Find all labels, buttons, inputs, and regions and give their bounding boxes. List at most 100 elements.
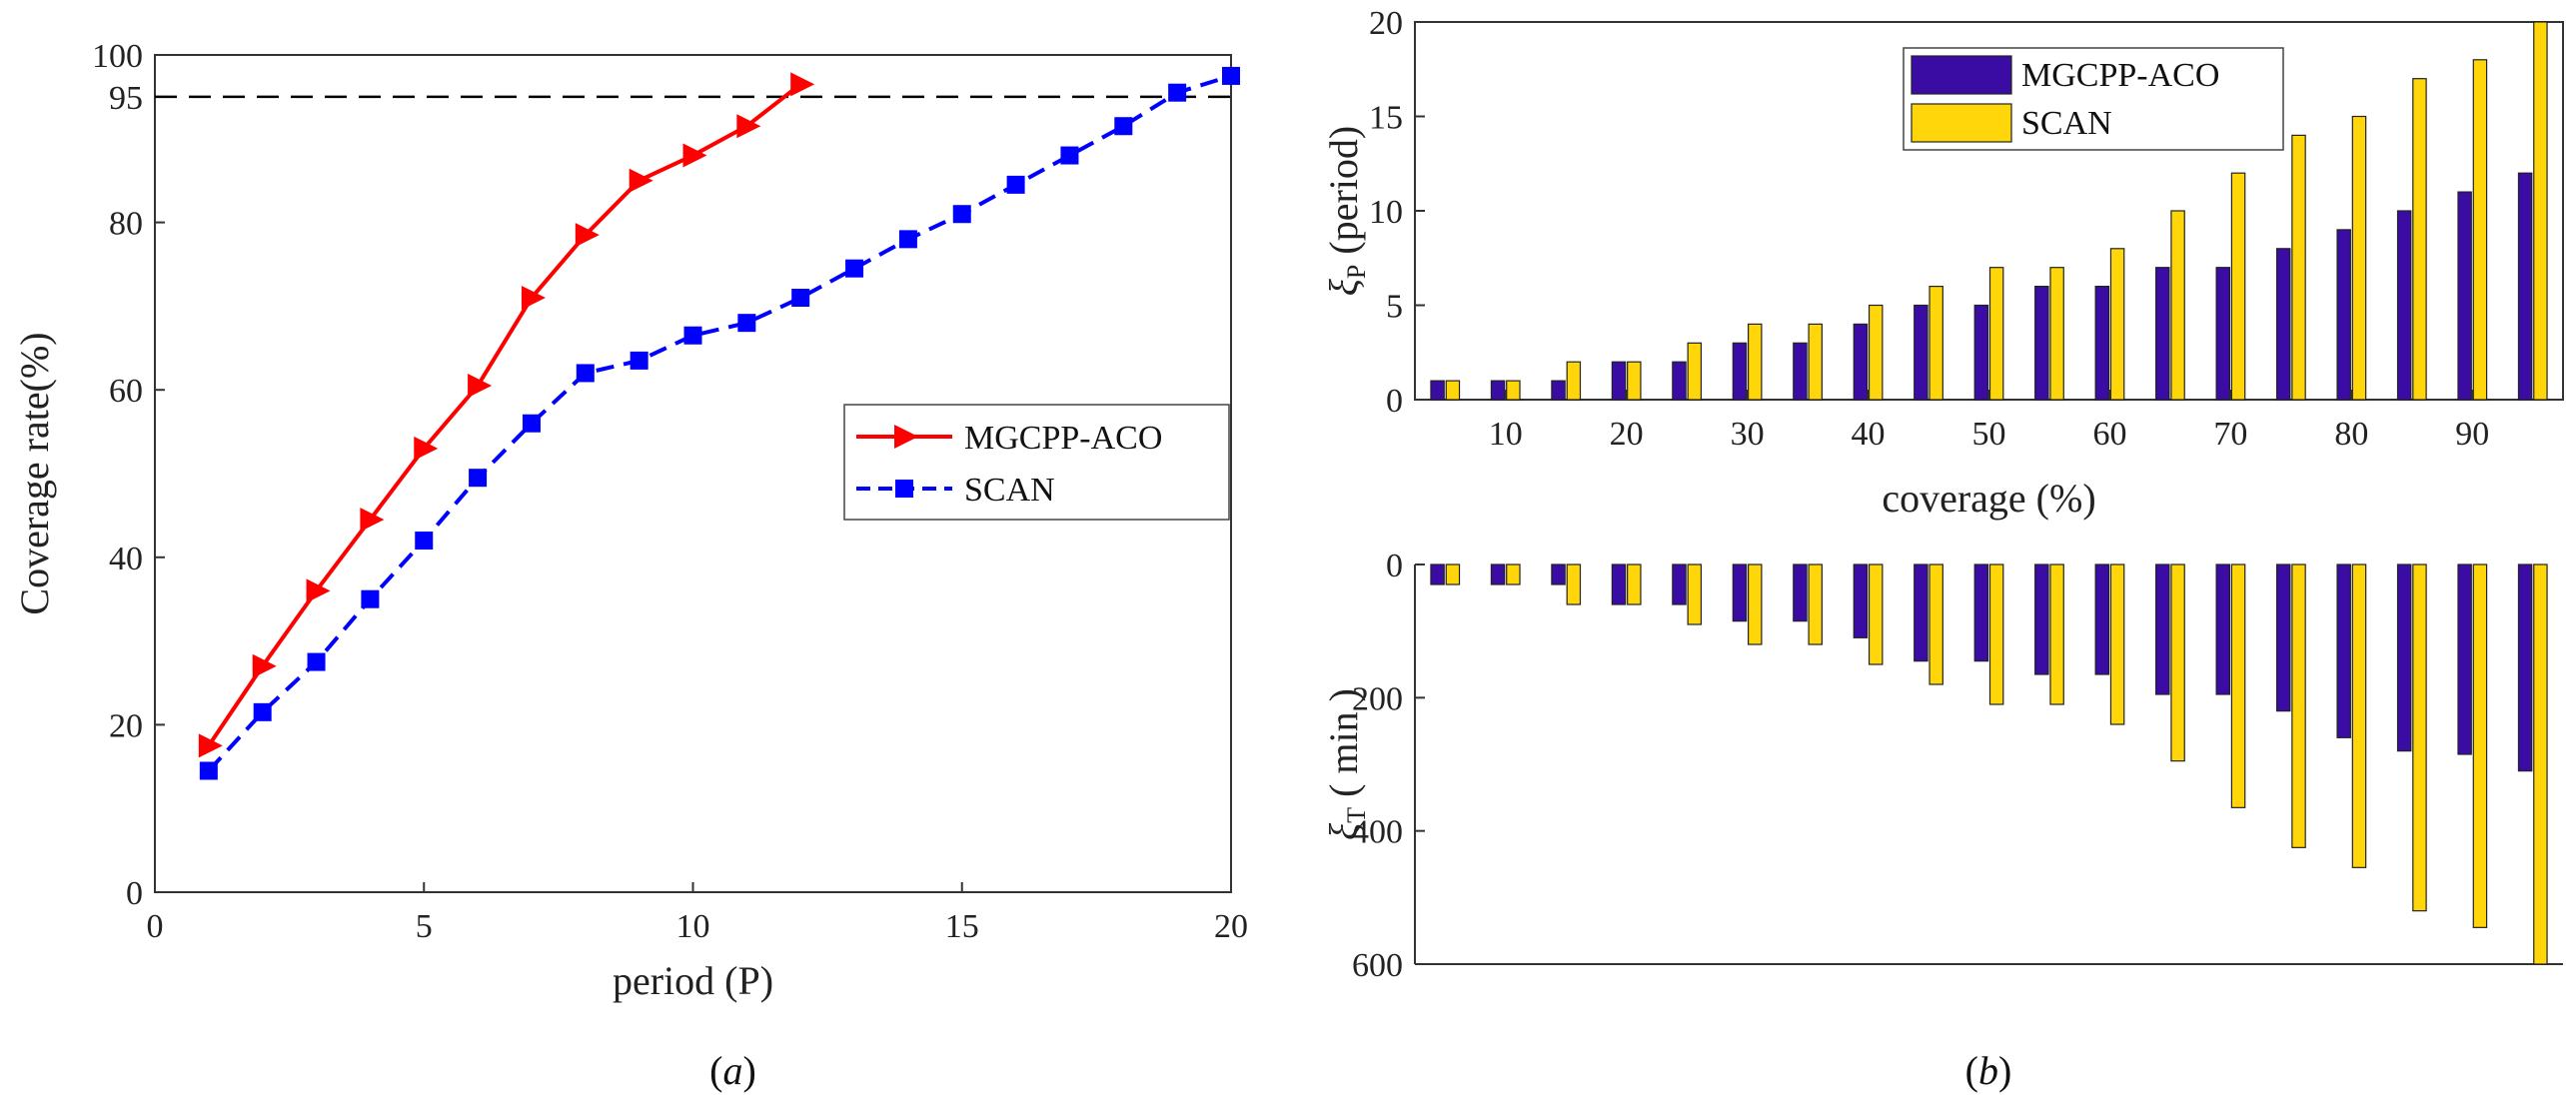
data-point-SCAN <box>522 414 541 433</box>
bar-MGCPP-ACO <box>2034 563 2049 675</box>
data-point-MGCPP-ACO <box>306 578 331 603</box>
y-tick-label: 95 <box>109 80 143 117</box>
bar-SCAN <box>1748 323 1763 401</box>
y-tick-label: 100 <box>92 38 143 75</box>
data-point-SCAN <box>952 205 971 224</box>
data-point-SCAN <box>576 364 595 383</box>
bar-MGCPP-ACO <box>1672 563 1687 605</box>
x-tick-label: 90 <box>2455 416 2489 453</box>
bar-MGCPP-ACO <box>1732 563 1748 622</box>
bar-MGCPP-ACO <box>2517 563 2533 772</box>
bar-MGCPP-ACO <box>2275 563 2291 712</box>
bar-SCAN <box>2412 563 2427 912</box>
data-point-MGCPP-ACO <box>198 733 223 758</box>
bar-MGCPP-ACO <box>2275 248 2291 401</box>
y-tick-label: 10 <box>1369 194 1403 231</box>
data-point-MGCPP-ACO <box>736 114 761 139</box>
y-axis-label: Coverage rate(%) <box>12 332 57 614</box>
bar-MGCPP-ACO <box>1973 304 1989 401</box>
bar-SCAN <box>2291 134 2306 401</box>
y-tick-label: 20 <box>1369 5 1403 42</box>
data-point-SCAN <box>791 289 810 308</box>
bar-SCAN <box>2412 78 2427 401</box>
y-tick-label: 400 <box>1352 814 1403 851</box>
bar-SCAN <box>1988 563 2004 705</box>
panel-caption-a: (a) <box>709 1048 756 1093</box>
bar-MGCPP-ACO <box>1793 342 1808 401</box>
data-point-SCAN <box>630 351 648 370</box>
x-tick-label: 10 <box>1489 416 1523 453</box>
data-point-SCAN <box>469 469 488 488</box>
bar-MGCPP-ACO <box>1490 563 1506 585</box>
bar-SCAN <box>2109 248 2125 401</box>
legend-marker-SCAN <box>895 480 913 498</box>
y-tick-label: 0 <box>126 875 143 912</box>
y-tick-label: 0 <box>1386 383 1403 420</box>
bar-MGCPP-ACO <box>1914 304 1929 401</box>
bar-MGCPP-ACO <box>2517 172 2533 401</box>
data-point-SCAN <box>1222 66 1240 85</box>
bar-SCAN <box>2291 563 2306 848</box>
bar-SCAN <box>2351 563 2367 868</box>
x-axis-label: coverage (%) <box>1882 476 2095 521</box>
data-point-SCAN <box>415 532 434 551</box>
legend-marker-MGCPP-ACO <box>894 425 918 449</box>
bar-SCAN <box>2351 115 2367 401</box>
bar-MGCPP-ACO <box>2034 286 2049 401</box>
bar-SCAN <box>2049 267 2064 401</box>
bar-MGCPP-ACO <box>2215 267 2230 401</box>
bar-MGCPP-ACO <box>2094 563 2110 675</box>
bar-SCAN <box>1687 563 1703 625</box>
y-tick-label: 80 <box>109 206 143 243</box>
bar-SCAN <box>2170 210 2185 401</box>
bar-MGCPP-ACO <box>2336 563 2351 738</box>
bar-SCAN <box>1445 563 1461 585</box>
bar-MGCPP-ACO <box>1551 380 1566 401</box>
bar-SCAN <box>1627 563 1642 605</box>
x-tick-label: 30 <box>1731 416 1765 453</box>
data-point-SCAN <box>898 230 917 249</box>
data-point-SCAN <box>361 589 380 608</box>
bar-SCAN <box>2533 21 2548 401</box>
data-point-SCAN <box>1006 175 1025 194</box>
bar-MGCPP-ACO <box>1430 380 1445 401</box>
data-point-MGCPP-ACO <box>575 223 600 248</box>
bar-MGCPP-ACO <box>2094 286 2110 401</box>
legend-swatch-SCAN <box>1911 103 2012 143</box>
bar-MGCPP-ACO <box>1732 342 1748 401</box>
bar-MGCPP-ACO <box>2155 267 2170 401</box>
bar-MGCPP-ACO <box>2457 563 2472 755</box>
bar-SCAN <box>1566 361 1582 401</box>
x-tick-label: 40 <box>1852 416 1886 453</box>
chart-panel-b-top: 10 20 30 40 50 60 70 80 90 0 5 10 15 20 ξP (period) cov… <box>1321 5 2564 521</box>
data-point-SCAN <box>307 652 326 671</box>
data-point-MGCPP-ACO <box>790 72 815 97</box>
bar-SCAN <box>1566 563 1582 605</box>
data-point-MGCPP-ACO <box>521 286 546 311</box>
x-tick-label: 20 <box>1610 416 1644 453</box>
bar-MGCPP-ACO <box>1551 563 1566 585</box>
bar-SCAN <box>1808 323 1823 401</box>
bar-SCAN <box>2472 563 2488 928</box>
bar-SCAN <box>1988 267 2004 401</box>
y-tick-label: 60 <box>109 373 143 410</box>
bar-MGCPP-ACO <box>1672 361 1687 401</box>
x-tick-label: 80 <box>2334 416 2368 453</box>
bar-SCAN <box>1929 286 1943 401</box>
data-point-MGCPP-ACO <box>414 436 439 461</box>
chart-panel-b-bottom: 0 200 400 600 ξT ( min ) (b) <box>1321 548 2563 1093</box>
bar-MGCPP-ACO <box>2396 210 2412 401</box>
legend-swatch-MGCPP-ACO <box>1911 55 2012 95</box>
bar-MGCPP-ACO <box>1490 380 1506 401</box>
legend-label: MGCPP-ACO <box>964 420 1162 457</box>
bar-SCAN <box>1868 563 1884 665</box>
bar-MGCPP-ACO <box>1430 563 1445 585</box>
data-point-SCAN <box>253 702 272 721</box>
panel-caption-b: (b) <box>1965 1048 2012 1093</box>
bar-SCAN <box>1445 380 1461 401</box>
data-point-MGCPP-ACO <box>629 168 653 193</box>
bar-MGCPP-ACO <box>2215 563 2230 695</box>
legend-box <box>843 404 1230 521</box>
bar-SCAN <box>2230 563 2246 808</box>
